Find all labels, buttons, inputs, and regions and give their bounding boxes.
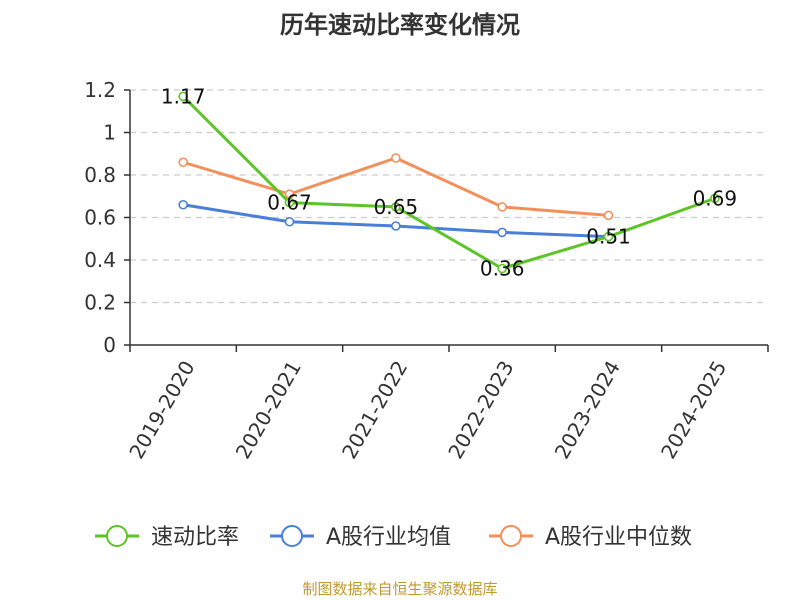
y-axis-ticks: 0 0.2 0.4 0.6 0.8 1 1.2	[84, 78, 130, 357]
data-label: 0.65	[374, 195, 419, 219]
data-label: 0.36	[480, 257, 525, 281]
data-label: 0.69	[693, 186, 738, 210]
data-point	[603, 210, 614, 221]
legend: 速动比率 A股行业均值 A股行业中位数	[95, 525, 692, 550]
data-point	[497, 263, 507, 274]
y-tick-label: 0.4	[84, 248, 116, 272]
legend-item-1[interactable]: A股行业均值	[270, 525, 451, 550]
y-tick-label: 0.6	[84, 206, 116, 230]
y-tick-label: 1	[103, 121, 116, 145]
data-point	[178, 91, 188, 102]
x-tick-label: 2021-2022	[337, 357, 412, 463]
legend-marker	[500, 525, 522, 547]
x-axis-ticks: 2019-2020 2020-2021 2021-2022 2022-2023 2023…	[124, 345, 769, 463]
data-point	[391, 221, 401, 231]
data-point	[178, 157, 188, 168]
data-point	[497, 202, 507, 212]
data-point	[391, 202, 401, 212]
x-tick-label: 2024-2025	[656, 357, 731, 463]
x-tick-label: 2020-2021	[231, 357, 306, 463]
data-point	[710, 193, 720, 204]
data-label: 0.51	[586, 225, 631, 249]
y-tick-label: 0.2	[84, 291, 116, 315]
data-point	[391, 153, 401, 163]
data-label: 1.17	[161, 84, 206, 108]
data-point	[497, 227, 507, 238]
data-point	[284, 216, 295, 227]
y-tick-label: 1.2	[84, 78, 116, 102]
x-tick-label: 2023-2024	[550, 357, 625, 463]
chart-title: 历年速动比率变化情况	[280, 11, 520, 39]
grid-lines	[130, 89, 768, 304]
series-lines	[178, 91, 720, 274]
data-point	[178, 199, 188, 210]
legend-marker	[106, 525, 128, 547]
series-line-0	[182, 95, 716, 270]
legend-item-0[interactable]: 速动比率	[95, 525, 239, 550]
y-tick-label: 0	[103, 333, 116, 357]
legend-item-2[interactable]: A股行业中位数	[489, 525, 692, 550]
data-point	[284, 197, 295, 208]
legend-marker	[281, 525, 303, 547]
source-note: 制图数据来自恒生聚源数据库	[302, 580, 497, 598]
legend-label: A股行业中位数	[545, 525, 692, 550]
x-tick-label: 2019-2020	[124, 357, 199, 463]
legend-label: 速动比率	[151, 525, 239, 550]
data-label: 0.67	[267, 191, 312, 215]
y-tick-label: 0.8	[84, 163, 116, 187]
legend-label: A股行业均值	[326, 525, 451, 550]
data-point	[603, 231, 614, 242]
data-labels: 1.17 0.67 0.65 0.36 0.51 0.69	[161, 84, 737, 280]
x-tick-label: 2022-2023	[443, 356, 518, 462]
